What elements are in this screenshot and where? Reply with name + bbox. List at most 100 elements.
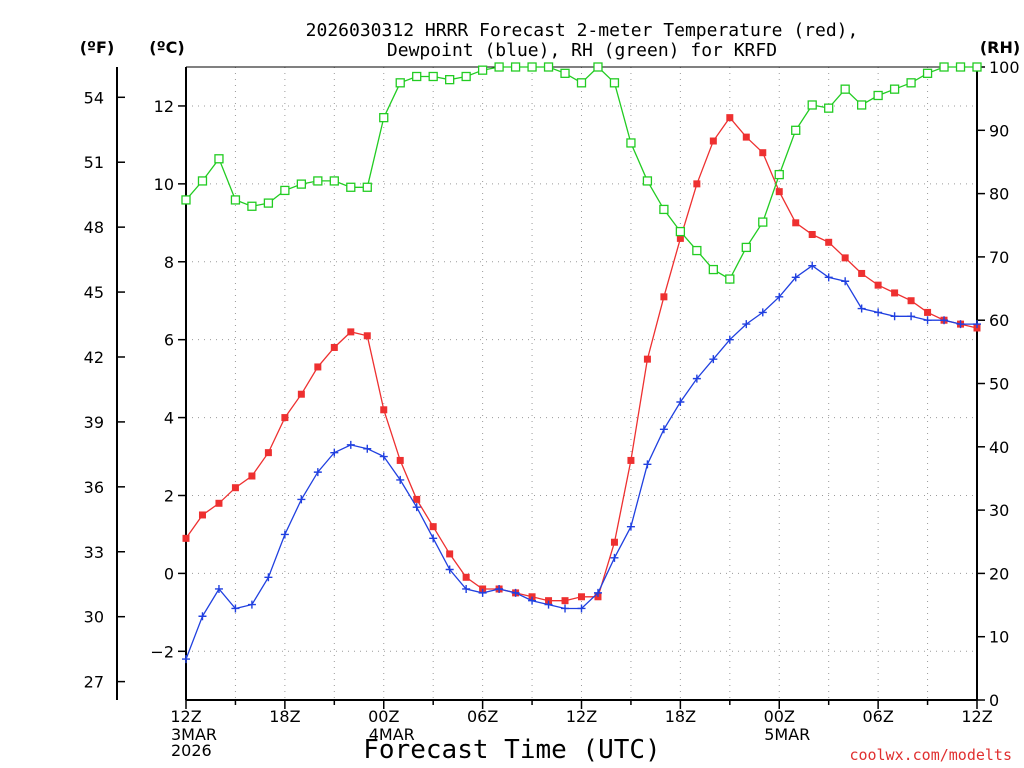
- temperature-point: [429, 523, 437, 531]
- series-temperature: [182, 114, 981, 605]
- rh-point: [675, 226, 686, 237]
- temperature-point: [792, 219, 800, 227]
- date-label: 3MAR: [171, 725, 217, 744]
- temperature-point: [858, 269, 866, 277]
- rh-tick-label: 30: [989, 501, 1009, 520]
- celsius-tick-label: 2: [164, 486, 174, 505]
- dewpoint-point: [462, 584, 471, 593]
- rh-point: [609, 78, 620, 88]
- rh-point: [889, 84, 900, 94]
- dewpoint-point: [379, 452, 388, 461]
- rh-point: [296, 179, 307, 189]
- series-layer: [181, 62, 982, 664]
- temperature-point: [330, 343, 338, 351]
- celsius-tick-label: −2: [150, 642, 174, 661]
- celsius-tick-label: 12: [154, 97, 174, 116]
- rh-point: [362, 182, 372, 192]
- temperature-point: [808, 231, 816, 239]
- rh-point: [741, 242, 751, 253]
- dewpoint-point: [626, 522, 635, 531]
- rh-point: [412, 71, 422, 82]
- dewpoint-point: [890, 312, 899, 321]
- dewpoint-point: [182, 655, 190, 664]
- date-label: 4MAR: [369, 725, 415, 744]
- temperature-point: [446, 550, 454, 558]
- rh-point: [510, 62, 521, 72]
- dewpoint-point: [758, 308, 767, 317]
- dewpoint-point: [742, 320, 751, 329]
- rh-tick-label: 100: [989, 58, 1020, 77]
- date-label: 2026: [171, 741, 212, 760]
- dewpoint-point: [198, 612, 207, 621]
- time-tick-label: 18Z: [665, 707, 696, 726]
- rh-tick-label: 70: [989, 248, 1009, 267]
- temperature-point: [693, 180, 701, 188]
- fahrenheit-tick-label: 36: [84, 478, 104, 497]
- temperature-point: [314, 363, 322, 371]
- fahrenheit-tick-label: 42: [84, 348, 104, 367]
- temperature-point: [742, 133, 750, 141]
- temperature-point: [182, 534, 190, 542]
- rh-tick-label: 50: [989, 375, 1009, 394]
- temperature-point: [198, 511, 206, 519]
- celsius-tick-label: 10: [154, 175, 174, 194]
- temperature-point: [561, 597, 569, 605]
- rh-point: [280, 185, 290, 196]
- temperature-point: [396, 456, 404, 464]
- dewpoint-point: [561, 604, 570, 613]
- celsius-unit-label: (ºC): [149, 38, 184, 57]
- dewpoint-point: [857, 304, 866, 313]
- rh-point: [395, 78, 405, 88]
- rh-point: [626, 138, 636, 148]
- rh-point: [807, 100, 817, 110]
- rh-point: [560, 68, 570, 78]
- temperature-point: [825, 238, 833, 246]
- dewpoint-point: [544, 600, 553, 609]
- fahrenheit-tick-label: 33: [84, 543, 104, 562]
- dewpoint-point: [528, 596, 537, 605]
- rh-point: [181, 195, 191, 205]
- time-tick-label: 06Z: [862, 707, 893, 726]
- temperature-point: [578, 593, 585, 601]
- series-dewpoint: [182, 261, 981, 664]
- dewpoint-point: [577, 604, 586, 613]
- dewpoint-point: [923, 316, 932, 325]
- chart-title-line2: Dewpoint (blue), RH (green) for KRFD: [387, 40, 777, 61]
- dewpoint-point: [313, 468, 322, 477]
- rh-point: [445, 75, 455, 85]
- dewpoint-point: [264, 573, 273, 582]
- rh-point: [477, 65, 488, 75]
- rh-point: [263, 198, 274, 208]
- temperature-point: [907, 297, 915, 305]
- temperature-point: [924, 308, 932, 316]
- rh-unit-label: (RH): [980, 38, 1020, 57]
- dewpoint-point: [709, 355, 718, 364]
- temperature-point: [231, 484, 239, 492]
- dewpoint-point: [511, 588, 520, 597]
- dewpoint-point: [692, 374, 701, 383]
- rh-point: [543, 62, 554, 72]
- time-tick-label: 00Z: [368, 707, 399, 726]
- time-tick-label: 18Z: [269, 707, 300, 726]
- fahrenheit-tick-label: 54: [84, 88, 104, 107]
- temperature-point: [627, 456, 635, 464]
- temperature-point: [841, 254, 849, 262]
- chart-title-line1: 2026030312 HRRR Forecast 2-meter Tempera…: [306, 20, 859, 41]
- dewpoint-point: [445, 565, 454, 574]
- time-tick-label: 12Z: [566, 707, 597, 726]
- dewpoint-point: [610, 553, 619, 562]
- temperature-point: [347, 328, 355, 336]
- celsius-tick-label: 8: [164, 253, 174, 272]
- temperature-point: [891, 289, 899, 297]
- dewpoint-point: [363, 444, 372, 453]
- dewpoint-point: [956, 320, 965, 329]
- temperature-point: [676, 234, 684, 242]
- rh-point: [708, 264, 718, 275]
- temperature-point: [264, 449, 272, 457]
- rh-point: [230, 195, 241, 205]
- rh-tick-label: 60: [989, 311, 1009, 330]
- temperature-point: [775, 188, 783, 196]
- rh-tick-label: 10: [989, 628, 1009, 647]
- rh-point: [922, 68, 933, 78]
- rh-point: [527, 62, 537, 72]
